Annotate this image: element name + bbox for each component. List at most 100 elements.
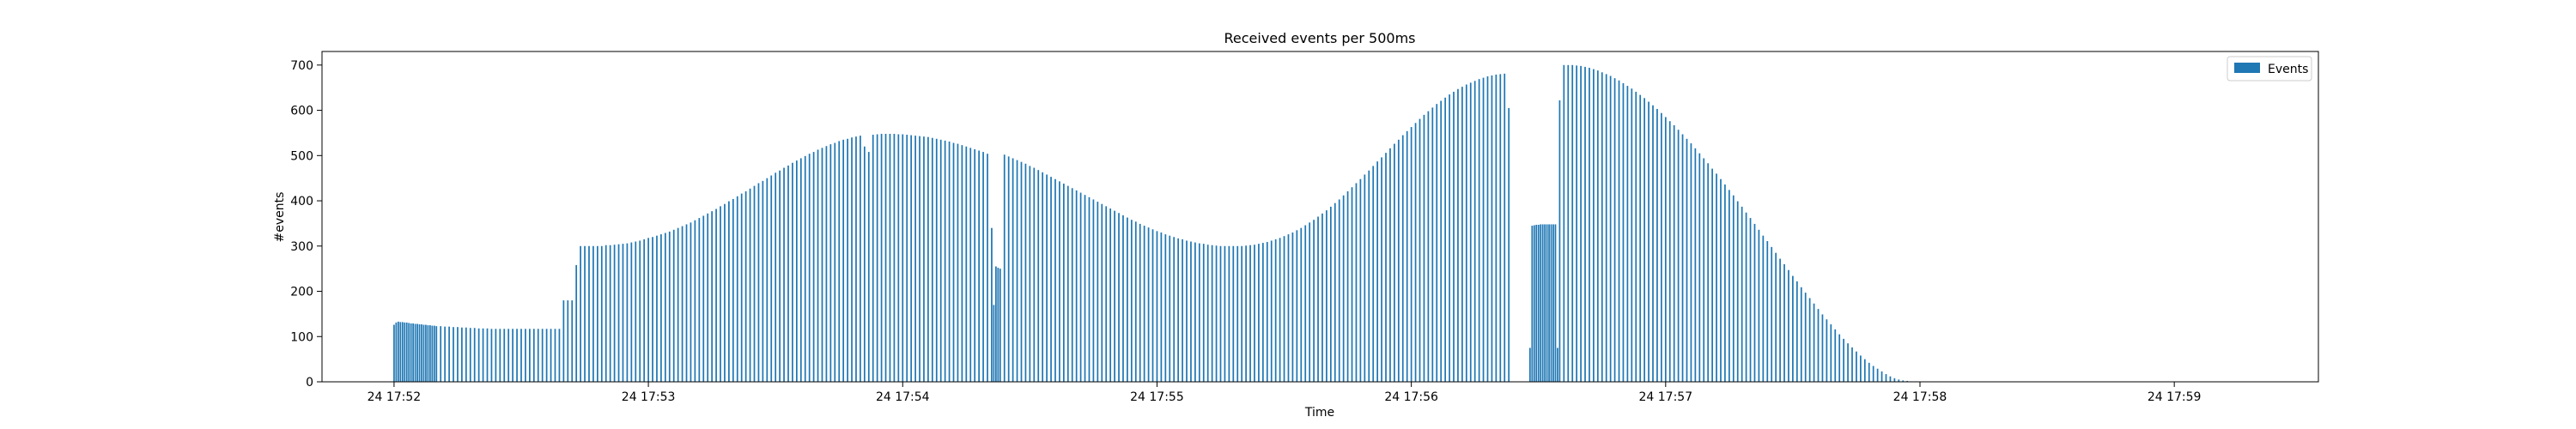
bar [1552, 224, 1554, 382]
bar [944, 140, 946, 382]
bar [1711, 168, 1713, 382]
bar [1219, 245, 1222, 382]
bar [1359, 178, 1362, 382]
legend: Events [2227, 56, 2312, 82]
bar [1364, 174, 1366, 382]
bar [473, 328, 476, 382]
bar [740, 193, 743, 382]
bar [1029, 166, 1031, 382]
chart-title: Received events per 500ms [1224, 30, 1416, 46]
bar [1262, 243, 1264, 382]
bar [405, 322, 408, 382]
bar [1304, 225, 1307, 382]
x-tick-label: 24 17:53 [622, 390, 676, 404]
bar [1342, 195, 1345, 382]
bar [799, 158, 802, 382]
bar [762, 180, 764, 382]
bar [1326, 210, 1327, 382]
bar [469, 328, 471, 382]
bar [1902, 380, 1905, 382]
bar [486, 328, 489, 382]
bar [617, 244, 620, 382]
bar [1664, 117, 1667, 382]
bar [643, 239, 646, 382]
bar [1576, 65, 1578, 382]
bar [1775, 252, 1777, 382]
bar [1863, 359, 1866, 382]
bar [554, 329, 556, 382]
bar [876, 134, 878, 382]
x-tick-label: 24 17:54 [876, 390, 930, 404]
bar [1741, 206, 1743, 382]
bar [1351, 187, 1353, 382]
bar [863, 146, 866, 382]
bar [1584, 66, 1586, 383]
bar [897, 134, 900, 382]
bar [399, 322, 402, 382]
bar [613, 245, 616, 382]
bar [1024, 163, 1027, 382]
bar [1007, 156, 1010, 383]
bar [1381, 157, 1382, 382]
bar [630, 242, 633, 382]
bar [804, 155, 806, 382]
bar [1533, 225, 1535, 382]
bar [829, 144, 832, 382]
bar [562, 300, 565, 382]
bar [499, 329, 501, 382]
bar [1677, 130, 1680, 383]
bar [410, 323, 412, 382]
bar [541, 329, 544, 382]
bar [1296, 230, 1298, 382]
bar [923, 136, 925, 382]
bar [408, 323, 410, 382]
bar [425, 324, 427, 382]
bar [1495, 74, 1498, 383]
bar [787, 165, 789, 382]
bar [1838, 334, 1841, 382]
bar [1160, 232, 1163, 382]
bar [1287, 234, 1290, 382]
bar [421, 324, 422, 382]
bar [982, 152, 984, 382]
bar [393, 324, 395, 382]
bar [1749, 218, 1752, 382]
bar [993, 305, 995, 382]
bar [919, 136, 920, 382]
bar [664, 233, 666, 382]
bar [397, 321, 399, 382]
bar [1186, 240, 1188, 382]
bar [1753, 223, 1756, 382]
bar [1224, 245, 1226, 382]
y-tick-label: 100 [290, 330, 313, 344]
plot-frame [321, 51, 2319, 383]
bar [690, 222, 692, 382]
bar [1535, 224, 1538, 382]
bar [860, 136, 861, 382]
bar [969, 148, 972, 382]
bar [1558, 100, 1561, 383]
bar [1528, 347, 1531, 382]
y-tick-label: 700 [290, 59, 313, 73]
bar [1491, 75, 1493, 382]
bar [600, 245, 603, 382]
bars-group [393, 64, 1917, 383]
bar [1427, 111, 1430, 382]
bar [431, 325, 434, 382]
bar [567, 300, 569, 382]
bar [427, 325, 429, 382]
bar [1622, 82, 1625, 383]
bar [1101, 203, 1103, 382]
bar [978, 150, 980, 382]
bar [1274, 239, 1277, 382]
bar [1813, 303, 1815, 382]
bar [889, 133, 891, 383]
bar [834, 142, 836, 382]
bar [1114, 210, 1115, 382]
bar [444, 326, 447, 382]
bar [724, 203, 726, 382]
bar [884, 133, 887, 383]
bar [465, 327, 467, 382]
bar [1686, 138, 1688, 383]
bar [647, 238, 649, 382]
